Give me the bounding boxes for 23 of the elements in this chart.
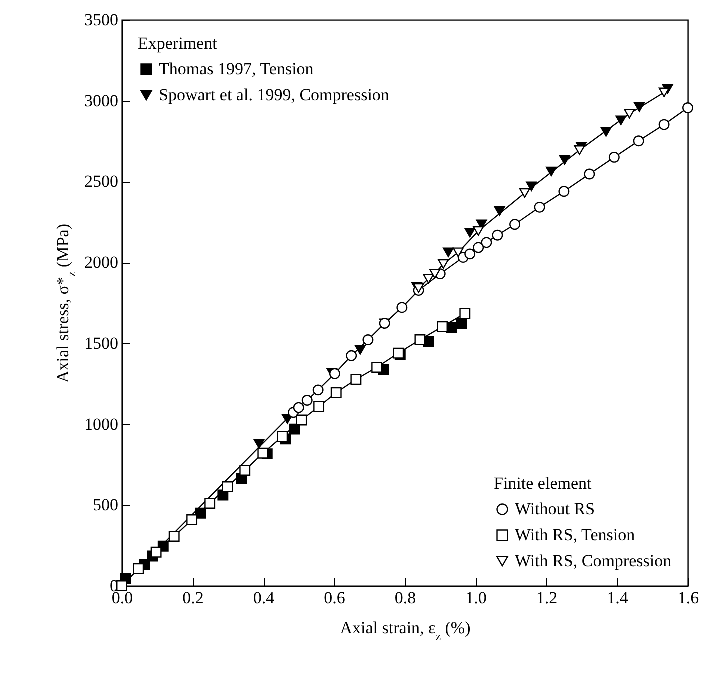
- legend-label: Thomas 1997, Tension: [159, 60, 314, 78]
- y-tick-label: 3500: [84, 10, 118, 30]
- legend-title: Experiment: [138, 34, 218, 53]
- x-tick-label: 0.8: [394, 588, 416, 608]
- x-tick-label: 1.6: [678, 588, 700, 608]
- x-tick-label: 0.6: [324, 588, 346, 608]
- y-tick-label: 1000: [84, 414, 118, 434]
- x-axis-title: Axial strain, ε$_{z}$ (%): [340, 618, 471, 644]
- y-tick-label: 500: [93, 496, 118, 515]
- x-tick-label: 1.4: [607, 588, 629, 608]
- y-tick-label: 1500: [84, 334, 118, 353]
- x-tick-label: 1.0: [466, 588, 487, 608]
- y-tick-label: 2500: [84, 172, 118, 192]
- x-tick-label: 0.2: [182, 588, 204, 608]
- legend-label: With RS, Tension: [515, 526, 636, 544]
- x-tick-label: 1.2: [536, 588, 558, 608]
- legend-label: Spowart et al. 1999, Compression: [159, 86, 390, 104]
- y-tick-label: 2000: [84, 253, 118, 272]
- x-tick-label: 0.4: [253, 588, 276, 608]
- y-tick-label: 3000: [84, 91, 118, 110]
- annotation: Finite element: [494, 474, 592, 493]
- legend-label: Without RS: [515, 500, 596, 518]
- legend-label: With RS, Compression: [515, 552, 672, 570]
